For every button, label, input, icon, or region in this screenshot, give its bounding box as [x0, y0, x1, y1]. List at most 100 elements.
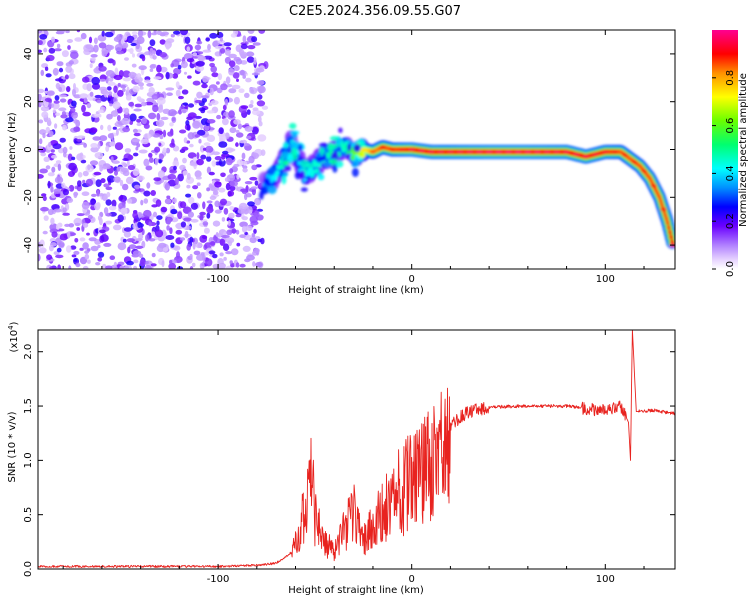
- noise-speckle: [197, 192, 202, 199]
- noise-speckle: [71, 254, 77, 258]
- noise-speckle: [159, 52, 168, 58]
- noise-speckle: [157, 170, 165, 179]
- noise-speckle: [136, 36, 145, 44]
- ridge-peak: [505, 150, 512, 154]
- noise-speckle: [44, 66, 49, 72]
- noise-speckle: [56, 247, 62, 253]
- noise-speckle: [255, 67, 265, 73]
- noise-speckle: [76, 153, 84, 161]
- noise-speckle: [160, 116, 169, 121]
- noise-speckle: [184, 230, 189, 239]
- ridge-cell: [668, 234, 674, 240]
- noise-speckle: [252, 107, 259, 111]
- ridge-peak: [650, 184, 657, 188]
- noise-speckle: [166, 217, 171, 225]
- noise-speckle: [122, 126, 130, 133]
- noise-speckle: [252, 261, 256, 267]
- noise-speckle: [192, 120, 201, 129]
- noise-speckle: [40, 69, 45, 76]
- noise-speckle: [219, 198, 228, 206]
- noise-speckle: [107, 124, 112, 132]
- noise-speckle: [117, 115, 121, 122]
- noise-speckle: [156, 244, 165, 253]
- noise-speckle: [71, 111, 78, 119]
- noise-speckle: [160, 31, 170, 36]
- noise-speckle: [152, 55, 157, 60]
- ridge-blob: [282, 142, 289, 149]
- noise-speckle: [44, 97, 52, 102]
- noise-speckle: [62, 188, 69, 196]
- noise-speckle: [216, 81, 220, 85]
- snr-scale-factor: (x104): [7, 321, 20, 352]
- noise-speckle: [140, 199, 144, 206]
- noise-speckle: [201, 95, 209, 99]
- noise-speckle: [73, 126, 80, 132]
- noise-speckle: [245, 51, 255, 57]
- ridge-blob: [281, 175, 287, 185]
- noise-speckle: [228, 88, 237, 94]
- noise-speckle: [150, 190, 156, 196]
- ridge-peak: [495, 150, 502, 154]
- ridge-peak: [582, 154, 590, 159]
- noise-speckle: [204, 242, 212, 250]
- noise-speckle: [260, 237, 265, 245]
- ridge-blob: [289, 122, 297, 130]
- noise-speckle: [99, 135, 108, 142]
- figure-title: C2E5.2024.356.09.55.G07: [289, 4, 461, 19]
- noise-speckle: [155, 229, 164, 238]
- noise-speckle: [165, 71, 170, 80]
- noise-speckle: [135, 146, 139, 151]
- noise-speckle: [173, 67, 182, 75]
- noise-speckle: [138, 65, 147, 71]
- noise-speckle: [218, 187, 226, 193]
- noise-speckle: [235, 214, 242, 218]
- noise-speckle: [52, 143, 62, 150]
- noise-speckle: [220, 48, 226, 54]
- noise-speckle: [182, 102, 189, 106]
- ridge-peak: [553, 150, 561, 154]
- noise-speckle: [82, 265, 89, 269]
- noise-speckle: [200, 252, 205, 256]
- noise-speckle: [68, 162, 77, 171]
- noise-speckle: [111, 199, 117, 208]
- noise-speckle: [257, 116, 262, 123]
- noise-speckle: [153, 76, 162, 80]
- noise-speckle: [225, 237, 235, 244]
- noise-speckle: [40, 206, 49, 212]
- noise-speckle: [39, 239, 45, 248]
- noise-speckle: [88, 36, 93, 44]
- noise-speckle: [206, 119, 216, 124]
- noise-speckle: [187, 132, 195, 140]
- noise-speckle: [179, 201, 187, 209]
- noise-speckle: [58, 242, 65, 248]
- noise-speckle: [183, 217, 192, 222]
- noise-speckle: [200, 154, 207, 160]
- noise-speckle: [190, 202, 198, 210]
- noise-speckle: [167, 173, 177, 180]
- ridge-cell: [314, 168, 320, 174]
- noise-speckle: [232, 72, 240, 79]
- ridge-blob: [338, 127, 343, 134]
- noise-speckle: [251, 233, 256, 238]
- ridge-blob: [332, 164, 338, 173]
- noise-speckle: [247, 205, 253, 214]
- noise-speckle: [225, 251, 233, 255]
- noise-speckle: [225, 157, 233, 166]
- noise-speckle: [257, 94, 263, 100]
- noise-speckle: [155, 199, 162, 207]
- noise-speckle: [79, 247, 84, 251]
- snr-panel: -100 0 100 0.0 0.5 1.0 1.5 2.0 Height of strai…: [7, 321, 676, 596]
- noise-speckle: [38, 119, 44, 124]
- noise-speckle: [151, 204, 158, 208]
- noise-speckle: [175, 89, 181, 97]
- ridge-peak: [360, 147, 367, 152]
- ridge-peak: [524, 150, 532, 154]
- noise-speckle: [151, 231, 156, 237]
- noise-speckle: [250, 212, 258, 216]
- noise-speckle: [71, 100, 77, 107]
- noise-speckle: [143, 198, 149, 204]
- noise-speckle: [219, 37, 223, 42]
- noise-speckle: [99, 229, 106, 234]
- noise-speckle: [38, 174, 44, 179]
